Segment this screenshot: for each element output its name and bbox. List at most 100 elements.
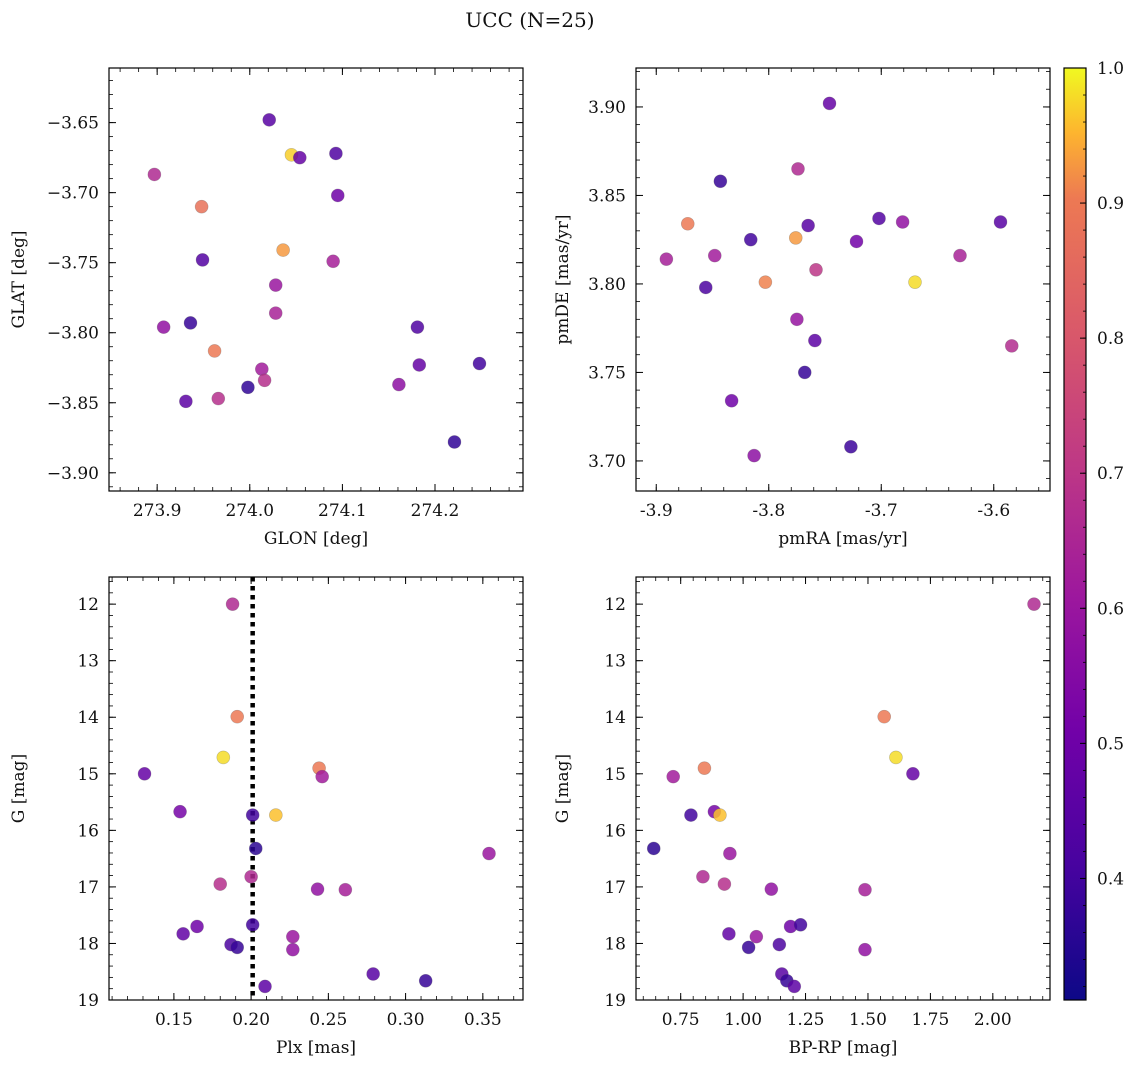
colorbar: 0.4 0.5 0.6 0.7 0.8 0.9 1.0: [1063, 59, 1124, 1001]
y-tick-label: 12: [604, 595, 626, 615]
y-tick-label: −3.85: [47, 394, 99, 414]
y-tick-label: 19: [604, 991, 626, 1011]
scatter-point: [230, 709, 245, 724]
colorbar-frame: [1063, 67, 1087, 1001]
y-tick-label: 12: [77, 595, 99, 615]
y-tick-label: 13: [77, 652, 99, 672]
y-tick-label: 3.70: [588, 452, 626, 472]
scatter-point: [338, 882, 353, 897]
colorbar-tick-label: 0.4: [1097, 869, 1124, 889]
scatter-point: [268, 278, 283, 292]
scatter-point: [190, 919, 204, 934]
scatter-point: [392, 377, 406, 392]
scatter-point: [244, 869, 258, 884]
y-tick-label: 19: [77, 991, 99, 1011]
y-tick-label: 13: [604, 652, 626, 672]
x-tick-label: 1.50: [849, 1010, 887, 1030]
y-tick-label: 3.90: [588, 98, 626, 118]
y-tick-label: −3.90: [47, 464, 99, 484]
scatter-point: [758, 275, 773, 289]
scatter-point: [211, 391, 226, 406]
scatter-point: [447, 435, 462, 449]
scatter-point: [747, 448, 761, 463]
scatter-point: [684, 808, 698, 822]
scatter-point: [808, 333, 822, 348]
x-tick-label: 0.30: [387, 1010, 425, 1030]
x-tick-label: 0.15: [155, 1010, 193, 1030]
scatter-point: [696, 869, 710, 884]
scatter-point: [410, 320, 425, 334]
y-tick-label: −3.65: [47, 114, 99, 134]
scatter-point: [723, 846, 737, 861]
x-tick-label: 2.00: [974, 1010, 1012, 1030]
scatter-point: [179, 394, 193, 409]
colorbar-tick-label: 0.5: [1097, 734, 1124, 754]
scatter-point: [743, 232, 758, 247]
y-tick-label: 16: [604, 821, 626, 841]
y-axis-label: G [mag]: [553, 754, 573, 823]
scatter-point: [183, 316, 198, 330]
scatter-point: [764, 882, 779, 896]
scatter-point: [173, 804, 187, 819]
colorbar-tick-label: 0.9: [1097, 194, 1124, 214]
scatter-point: [330, 188, 345, 203]
scatter-point: [286, 942, 300, 957]
scatter-point: [176, 927, 190, 941]
scatter-point: [877, 709, 892, 724]
scatter-point: [268, 306, 283, 320]
scatter-point: [258, 979, 272, 994]
scatter-point: [418, 973, 433, 988]
axes-frame: [108, 576, 524, 1001]
scatter-point: [315, 769, 329, 784]
scatter-point: [269, 808, 283, 822]
scatter-point: [286, 929, 300, 944]
x-tick-label: 0.75: [662, 1010, 700, 1030]
scatter-point: [659, 252, 674, 266]
y-tick-label: 15: [77, 765, 99, 785]
scatter-point: [697, 761, 712, 775]
scatter-point: [713, 174, 728, 189]
scatter-point: [241, 380, 255, 395]
scatter-point: [698, 280, 713, 295]
y-tick-label: 14: [604, 708, 626, 728]
colorbar-tick-label: 0.7: [1097, 464, 1124, 484]
scatter-point: [255, 362, 269, 376]
x-tick-label: 1.75: [911, 1010, 949, 1030]
scatter-point: [194, 199, 209, 214]
x-tick-label: -3.6: [977, 501, 1010, 521]
scatter-point: [276, 243, 290, 257]
x-tick-label: -3.7: [865, 501, 898, 521]
panel-top-right: -3.9 -3.8 -3.7 -3.6 3.70 3.75 3.80 3.85 3.90 pmRA…: [553, 67, 1051, 549]
scatter-point: [953, 248, 967, 263]
scatter-point: [895, 215, 910, 229]
scatter-point: [329, 146, 343, 161]
y-tick-label: −3.70: [47, 184, 99, 204]
x-axis-label: Plx [mas]: [276, 1038, 356, 1058]
colorbar-gradient: [1064, 68, 1086, 1000]
scatter-point: [680, 216, 695, 231]
scatter-point: [787, 979, 802, 994]
scatter-point: [790, 312, 804, 327]
y-tick-label: −3.75: [47, 254, 99, 274]
x-tick-label: 274.1: [318, 501, 367, 521]
scatter-point: [822, 96, 837, 111]
axes-frame: [108, 67, 524, 492]
scatter-point: [722, 927, 736, 941]
x-tick-label: 274.2: [411, 501, 460, 521]
scatter-point: [872, 211, 886, 226]
x-axis-label: pmRA [mas/yr]: [778, 529, 907, 549]
scatter-point: [809, 262, 823, 277]
y-axis-label: GLAT [deg]: [9, 230, 29, 328]
y-tick-label: 18: [604, 934, 626, 954]
scatter-point: [366, 967, 380, 981]
scatter-point: [772, 937, 787, 952]
x-tick-label: 1.25: [787, 1010, 825, 1030]
x-axis-label: BP-RP [mag]: [789, 1038, 898, 1058]
scatter-point: [791, 162, 805, 176]
scatter-point: [225, 597, 240, 611]
scatter-point: [993, 215, 1008, 229]
scatter-point: [248, 841, 263, 856]
figure-title: UCC (N=25): [465, 8, 594, 32]
scatter-point: [717, 877, 732, 891]
scatter-point: [156, 320, 171, 334]
